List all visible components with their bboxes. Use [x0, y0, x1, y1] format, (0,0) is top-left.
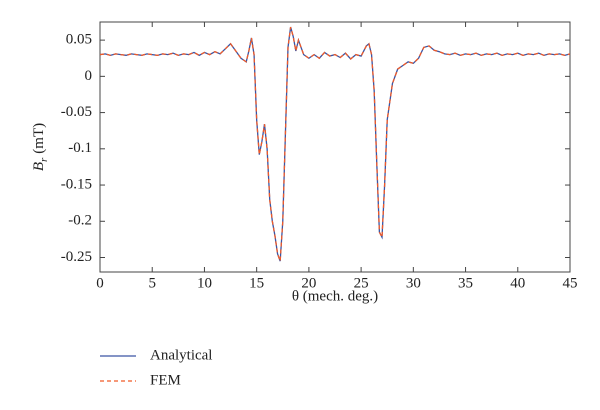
- series-line: [99, 26, 571, 262]
- y-tick-label: -0.2: [68, 213, 92, 229]
- x-tick-label: 15: [249, 275, 264, 291]
- y-label-subscript: r: [38, 157, 50, 162]
- x-tick-label: 0: [96, 275, 104, 291]
- y-axis-label: Br (mT): [31, 123, 49, 171]
- x-tick-label: 25: [354, 275, 369, 291]
- y-tick-label: 0: [85, 68, 93, 84]
- x-tick-label: 40: [510, 275, 525, 291]
- y-tick-label: -0.05: [61, 104, 92, 120]
- y-tick-label: -0.1: [68, 140, 92, 156]
- x-tick-label: 45: [563, 275, 578, 291]
- y-tick-label: 0.05: [66, 32, 92, 48]
- y-label-unit: (mT): [31, 123, 47, 154]
- series-line: [99, 26, 571, 262]
- y-label-symbol: B: [31, 162, 47, 171]
- x-axis-label: θ (mech. deg.): [292, 288, 378, 304]
- x-tick-label: 5: [148, 275, 156, 291]
- x-tick-label: 30: [406, 275, 421, 291]
- x-tick-label: 35: [458, 275, 473, 291]
- plot-frame: [99, 21, 571, 273]
- x-tick-label: 10: [197, 275, 212, 291]
- legend-label: Analytical: [150, 347, 212, 363]
- legend-label: FEM: [150, 372, 181, 388]
- y-tick-label: -0.25: [61, 249, 92, 265]
- x-tick-label: 20: [301, 275, 316, 291]
- y-tick-label: -0.15: [61, 176, 92, 192]
